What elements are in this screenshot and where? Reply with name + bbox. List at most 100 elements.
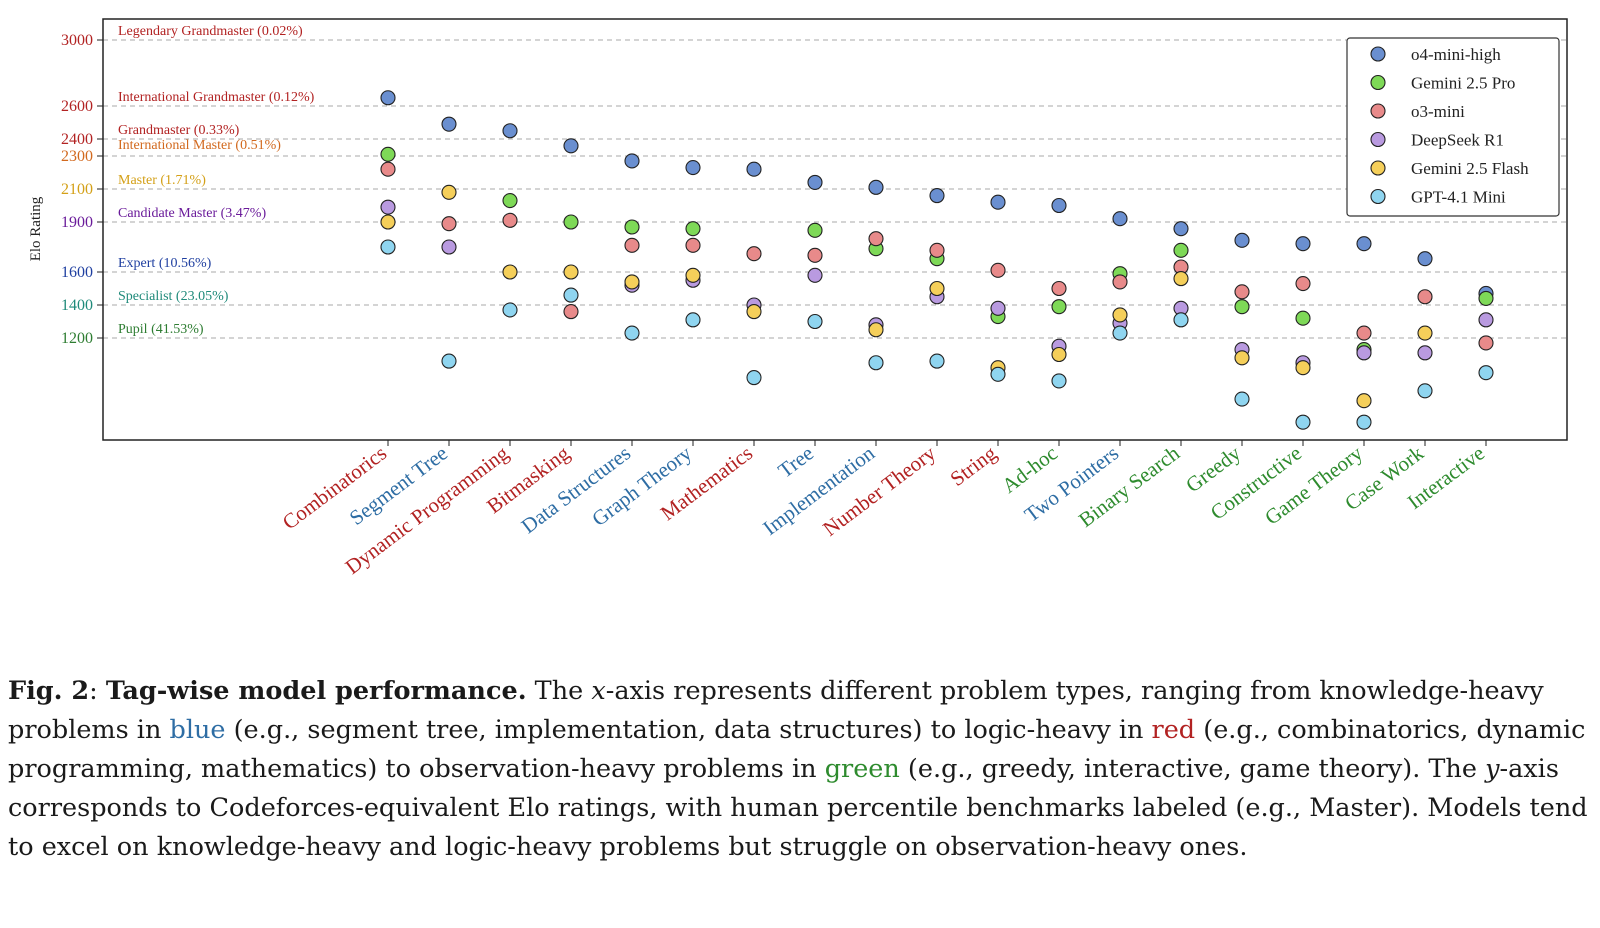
data-point	[502, 193, 518, 209]
legend-label: Gemini 2.5 Pro	[1411, 74, 1515, 93]
data-point	[685, 267, 701, 283]
legend-label: Gemini 2.5 Flash	[1411, 159, 1529, 178]
data-point	[746, 246, 762, 262]
band-label: Specialist (23.05%)	[118, 289, 229, 304]
data-point	[685, 312, 701, 328]
caption-blue-word: blue	[169, 715, 226, 745]
caption-text-2: -axis represents different problem types…	[8, 676, 1544, 745]
data-point	[746, 370, 762, 386]
data-point	[685, 160, 701, 176]
caption-green-word: green	[824, 754, 900, 784]
data-point	[1234, 299, 1250, 315]
data-point	[929, 188, 945, 204]
data-point	[1234, 391, 1250, 407]
legend-marker	[1370, 188, 1386, 205]
legend-marker	[1370, 46, 1386, 62]
data-point	[1478, 365, 1494, 381]
data-point	[380, 161, 396, 177]
data-point	[441, 239, 457, 255]
data-point	[441, 216, 457, 232]
data-point	[563, 138, 579, 154]
data-point	[1234, 350, 1250, 366]
band-label: Expert (10.56%)	[118, 256, 212, 271]
data-point	[1356, 236, 1372, 252]
data-point	[1173, 312, 1189, 328]
data-point	[1295, 360, 1311, 376]
data-point	[1173, 271, 1189, 287]
data-point	[624, 153, 640, 169]
data-point	[1051, 346, 1067, 363]
data-point	[868, 322, 884, 338]
figure-caption: Fig. 2: Tag-wise model performance. The …	[8, 672, 1592, 867]
caption-text-1: The	[526, 676, 592, 706]
data-point	[746, 304, 762, 320]
y-tick-label: 1200	[61, 330, 93, 347]
data-point	[1112, 274, 1128, 290]
y-tick-label: 1600	[61, 264, 93, 281]
data-point	[929, 242, 945, 258]
data-point	[1112, 307, 1128, 323]
data-point	[1478, 290, 1494, 306]
data-point	[1051, 373, 1067, 389]
data-point	[380, 146, 396, 162]
data-point	[441, 184, 457, 200]
legend-marker	[1370, 103, 1386, 119]
data-point	[746, 161, 762, 177]
caption-text-6: -axis corresponds to Codeforces-equivale…	[8, 754, 1588, 862]
data-point	[929, 353, 945, 369]
data-point	[624, 219, 640, 235]
data-point	[807, 174, 823, 190]
legend-marker	[1370, 160, 1386, 176]
y-tick-label: 2400	[61, 131, 93, 148]
data-point	[1234, 232, 1250, 248]
plot-frame	[102, 18, 1568, 441]
legend-box	[1346, 37, 1560, 217]
data-point	[1417, 325, 1433, 341]
caption-x-var: x	[591, 676, 606, 706]
data-point	[1478, 312, 1494, 328]
caption-text-3: (e.g., segment tree, implementation, dat…	[225, 715, 1152, 745]
data-point	[1356, 393, 1372, 409]
legend: o4-mini-high Gemini 2.5 Pro o3-mini DeepSee…	[1346, 37, 1560, 217]
data-point	[1051, 299, 1067, 315]
y-tick-label: 2100	[61, 181, 93, 198]
y-tick-label: 2300	[61, 148, 93, 165]
band-label: Legendary Grandmaster (0.02%)	[118, 24, 303, 39]
band-label: International Master (0.51%)	[118, 138, 281, 153]
data-point	[563, 304, 579, 320]
data-point	[868, 355, 884, 371]
band-label: Master (1.71%)	[118, 173, 206, 188]
legend-label: o4-mini-high	[1411, 45, 1501, 64]
caption-text-4: (e.g., combinatorics, dynamic programmin…	[8, 715, 1586, 784]
data-point	[380, 90, 396, 106]
data-point	[990, 366, 1006, 382]
legend-label: DeepSeek R1	[1411, 131, 1504, 150]
data-point	[1173, 242, 1189, 258]
data-point	[380, 239, 396, 255]
data-point	[1417, 345, 1433, 361]
data-point	[807, 267, 823, 283]
data-point	[380, 199, 396, 215]
data-point	[563, 214, 579, 230]
category-label: Tree	[773, 441, 818, 483]
legend-label: o3-mini	[1411, 102, 1465, 121]
data-point	[1295, 236, 1311, 252]
data-point	[502, 302, 518, 318]
data-point	[502, 264, 518, 280]
band-label: Candidate Master (3.47%)	[118, 206, 266, 221]
data-point	[1478, 335, 1494, 351]
data-point	[807, 313, 823, 330]
data-point	[563, 264, 579, 280]
y-tick-label: 2600	[61, 98, 93, 115]
caption-title: Tag-wise model performance.	[105, 676, 527, 706]
caption-red-word: red	[1151, 715, 1196, 745]
caption-colon: :	[89, 676, 106, 706]
data-point	[441, 353, 457, 369]
data-point	[990, 300, 1006, 316]
y-tick-label: 1400	[61, 297, 93, 314]
legend-marker	[1370, 74, 1386, 91]
data-point	[868, 179, 884, 195]
y-tick-label: 1900	[61, 214, 93, 231]
data-point	[1051, 197, 1067, 214]
